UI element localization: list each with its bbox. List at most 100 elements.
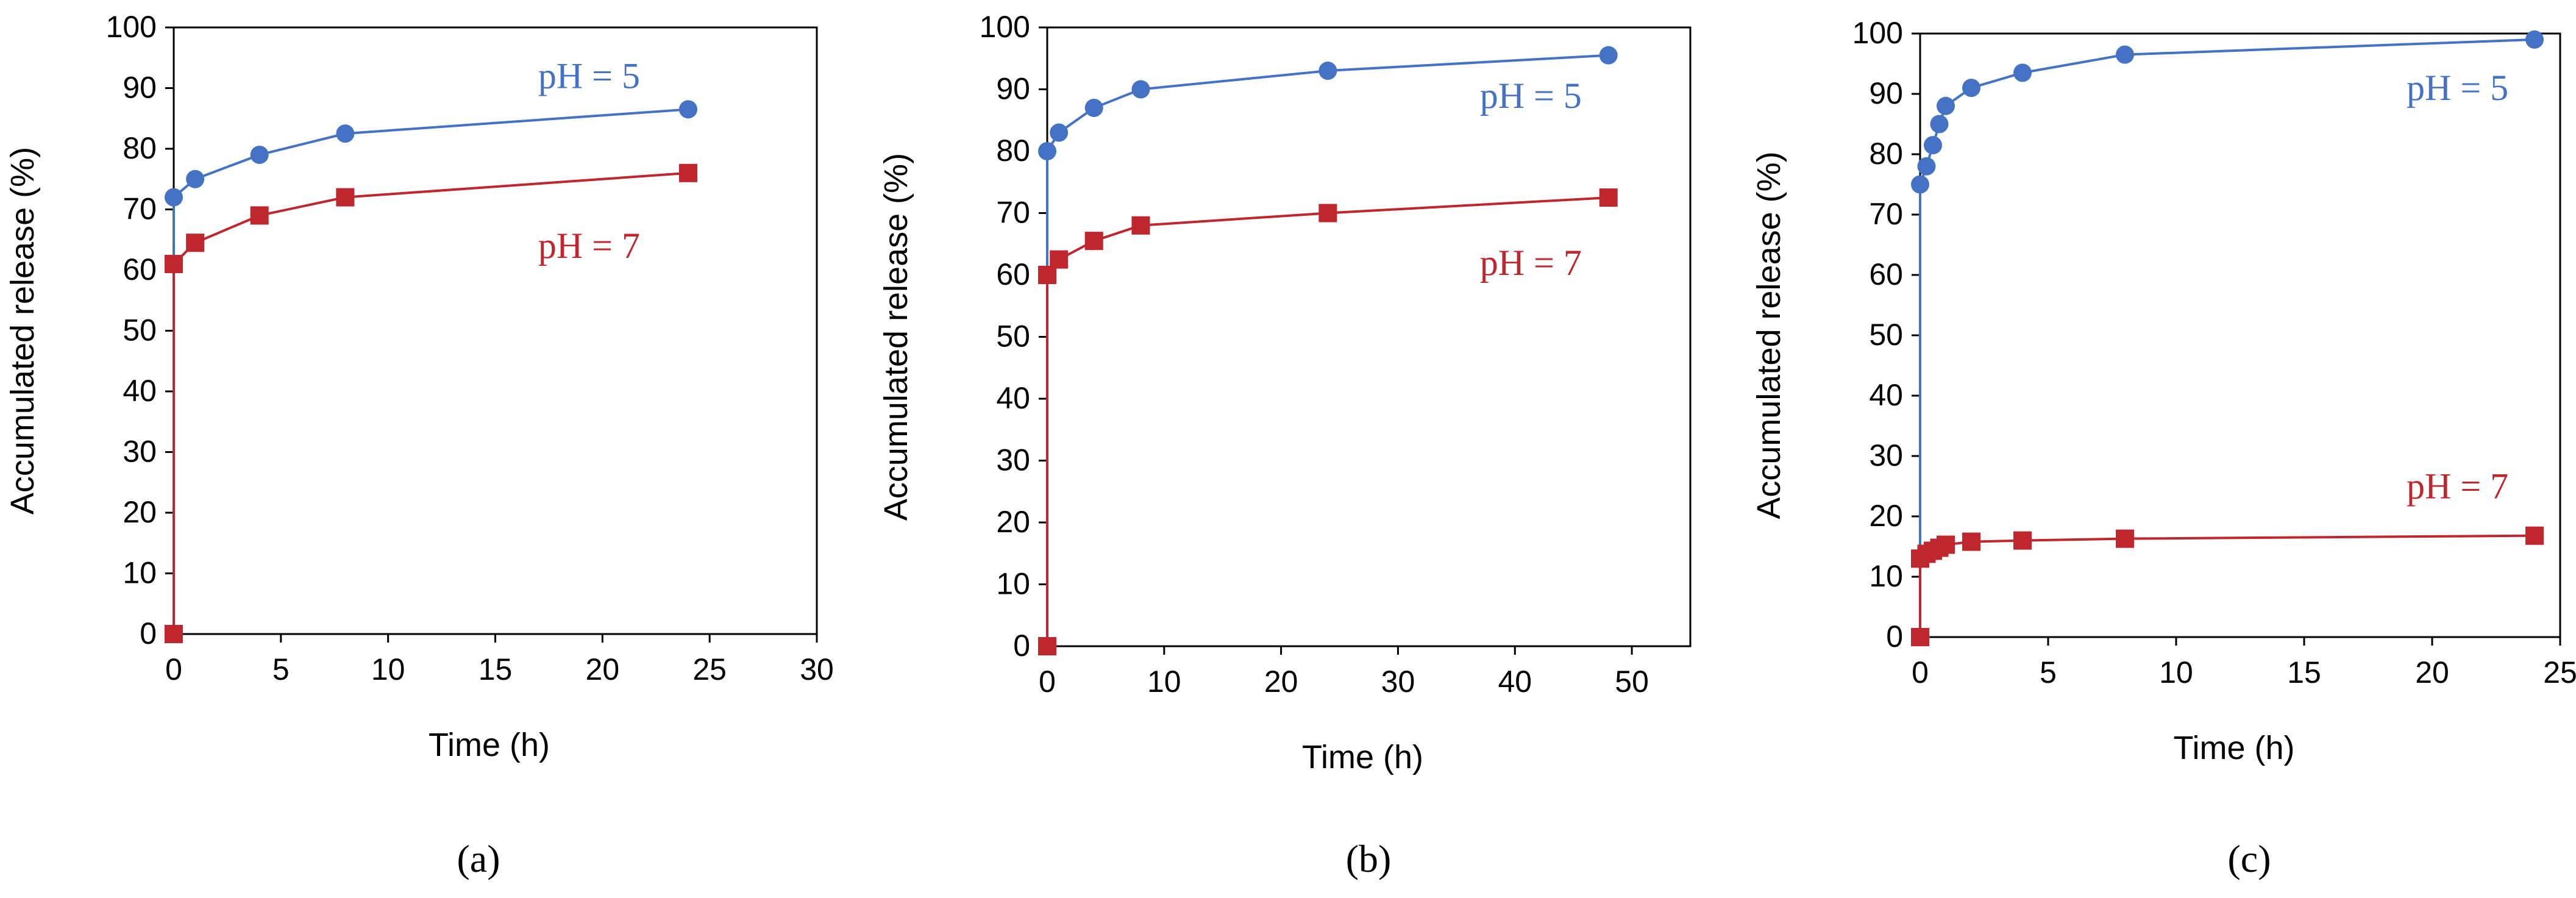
y-tick-label: 50 <box>996 319 1030 354</box>
panel-label: (c) <box>2227 837 2271 880</box>
x-tick-label: 10 <box>371 652 405 686</box>
x-axis-title: Time (h) <box>1302 739 1423 775</box>
x-tick-label: 20 <box>1264 665 1298 699</box>
x-tick-label: 30 <box>800 652 834 686</box>
data-point <box>2013 63 2032 82</box>
y-tick-label: 50 <box>123 313 157 347</box>
y-axis-title: Accumulated release (%) <box>878 153 914 521</box>
x-tick-label: 0 <box>1039 665 1056 699</box>
x-tick-label: 0 <box>165 652 182 686</box>
y-tick-label: 10 <box>123 556 157 590</box>
data-point <box>1318 204 1337 223</box>
data-point <box>679 163 697 182</box>
series-label: pH = 5 <box>2407 68 2508 108</box>
data-point <box>1084 98 1103 117</box>
y-tick-label: 40 <box>996 381 1030 415</box>
y-tick-label: 90 <box>996 72 1030 106</box>
y-tick-label: 100 <box>106 10 157 44</box>
x-tick-label: 25 <box>692 652 727 686</box>
data-point <box>1962 79 1980 98</box>
data-point <box>2013 531 2032 550</box>
data-point <box>186 233 205 252</box>
x-tick-label: 25 <box>2543 655 2576 690</box>
x-tick-label: 15 <box>2287 655 2321 690</box>
data-point <box>250 206 269 225</box>
series-label: pH = 5 <box>1480 76 1582 116</box>
y-tick-label: 10 <box>1869 559 1903 593</box>
data-point <box>186 169 205 188</box>
series-label: pH = 7 <box>2407 466 2508 506</box>
data-point <box>1050 123 1069 142</box>
data-point <box>1599 46 1618 65</box>
x-tick-label: 50 <box>1615 665 1649 699</box>
x-axis-title: Time (h) <box>429 727 550 763</box>
data-point <box>2116 45 2134 64</box>
x-tick-label: 10 <box>1147 665 1181 699</box>
y-tick-label: 50 <box>1869 318 1903 352</box>
y-axis-title: Accumulated release (%) <box>4 147 41 515</box>
data-point <box>1050 250 1069 269</box>
data-point <box>336 124 355 143</box>
data-point <box>1924 136 1942 155</box>
x-tick-label: 40 <box>1498 665 1532 699</box>
data-point <box>1131 216 1150 235</box>
x-tick-label: 5 <box>2040 655 2057 690</box>
data-point <box>2525 30 2544 49</box>
panel-a: 0 10 20 30 40 50 60 70 80 90 100 0 5 10 15 20 25 30 Time (… <box>4 10 834 880</box>
panel-label: (a) <box>457 837 500 880</box>
y-tick-label: 0 <box>140 616 157 650</box>
y-tick-label: 90 <box>123 71 157 105</box>
x-tick-label: 0 <box>1912 655 1929 690</box>
y-tick-label: 40 <box>1869 378 1903 412</box>
data-point <box>2116 529 2134 548</box>
y-tick-label: 0 <box>1886 619 1903 654</box>
x-tick-label: 5 <box>272 652 290 686</box>
data-point <box>165 625 183 643</box>
y-tick-label: 80 <box>996 134 1030 168</box>
series-line-ph7 <box>1919 534 2535 637</box>
data-point <box>1599 188 1618 207</box>
x-tick-label: 15 <box>479 652 513 686</box>
series-line-ph5 <box>1919 38 2535 637</box>
plot-frame <box>1046 26 1692 647</box>
y-tick-label: 70 <box>1869 197 1903 231</box>
data-point <box>1962 532 1980 551</box>
data-point <box>1911 628 1929 646</box>
series-label: pH = 7 <box>1480 243 1582 283</box>
data-point <box>1084 232 1103 251</box>
y-tick-label: 0 <box>1013 629 1030 663</box>
y-tick-label: 60 <box>996 257 1030 291</box>
y-tick-label: 70 <box>996 196 1030 230</box>
series-label: pH = 7 <box>538 226 640 266</box>
y-tick-label: 20 <box>123 495 157 529</box>
panel-label: (b) <box>1346 837 1392 880</box>
data-point <box>2525 526 2544 545</box>
x-tick-label: 20 <box>586 652 620 686</box>
x-tick-label: 30 <box>1381 665 1415 699</box>
x-tick-label: 20 <box>2415 655 2449 690</box>
data-point <box>1930 115 1949 134</box>
y-tick-label: 30 <box>123 435 157 469</box>
y-tick-label: 10 <box>996 567 1030 601</box>
panel-b: 0 10 20 30 40 50 60 70 80 90 100 0 10 20 30 40 50 Time (h… <box>878 10 1692 880</box>
y-tick-label: 30 <box>996 443 1030 477</box>
x-tick-label: 10 <box>2159 655 2193 690</box>
y-tick-label: 90 <box>1869 76 1903 110</box>
y-tick-label: 100 <box>980 10 1030 44</box>
y-tick-label: 20 <box>996 505 1030 539</box>
y-tick-label: 100 <box>1852 16 1903 50</box>
y-tick-label: 70 <box>123 192 157 226</box>
series-line-ph5 <box>1046 54 1609 646</box>
y-tick-label: 30 <box>1869 438 1903 472</box>
data-point <box>1937 535 1955 554</box>
series-line-ph5 <box>173 108 689 634</box>
data-point <box>1038 142 1056 160</box>
series-line-ph7 <box>173 171 689 634</box>
y-tick-label: 60 <box>123 252 157 287</box>
data-point <box>165 255 183 274</box>
data-point <box>1917 157 1936 176</box>
data-point <box>1038 637 1056 655</box>
data-point <box>1038 266 1056 284</box>
data-point <box>1911 175 1929 194</box>
